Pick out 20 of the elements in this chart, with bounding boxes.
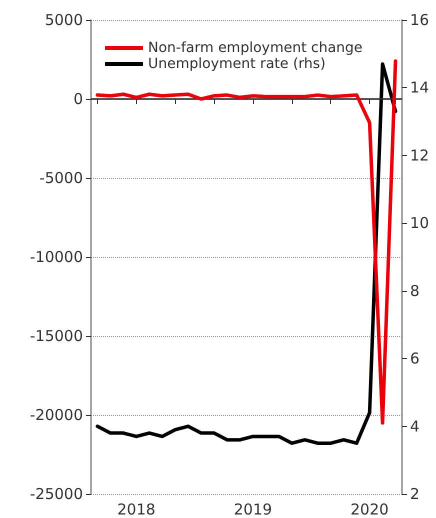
- y2-tick-label: 8: [410, 282, 420, 300]
- y2-tick-label: 2: [410, 485, 420, 503]
- y-tick-label: -20000: [30, 406, 83, 424]
- y-tick-label: -5000: [39, 169, 83, 187]
- y2-tick-label: 4: [410, 417, 420, 436]
- x-tick-label: 2020: [350, 500, 389, 518]
- y-tick-label: -15000: [30, 327, 83, 345]
- y-tick-label: -10000: [30, 248, 83, 266]
- y-tick-label: 5000: [44, 11, 83, 29]
- legend-label: Unemployment rate (rhs): [148, 56, 326, 72]
- x-tick-label: 2019: [234, 500, 272, 518]
- y2-tick-label: 14: [410, 78, 430, 97]
- legend-label: Non-farm employment change: [148, 40, 363, 56]
- y2-tick-label: 10: [410, 214, 430, 232]
- y2-tick-label: 16: [410, 11, 430, 29]
- y-tick-label: -25000: [30, 485, 83, 503]
- y2-tick-label: 12: [410, 146, 430, 164]
- x-tick-label: 2018: [117, 500, 156, 518]
- y-tick-label: 0: [73, 90, 83, 108]
- y2-tick-label: 6: [410, 350, 420, 368]
